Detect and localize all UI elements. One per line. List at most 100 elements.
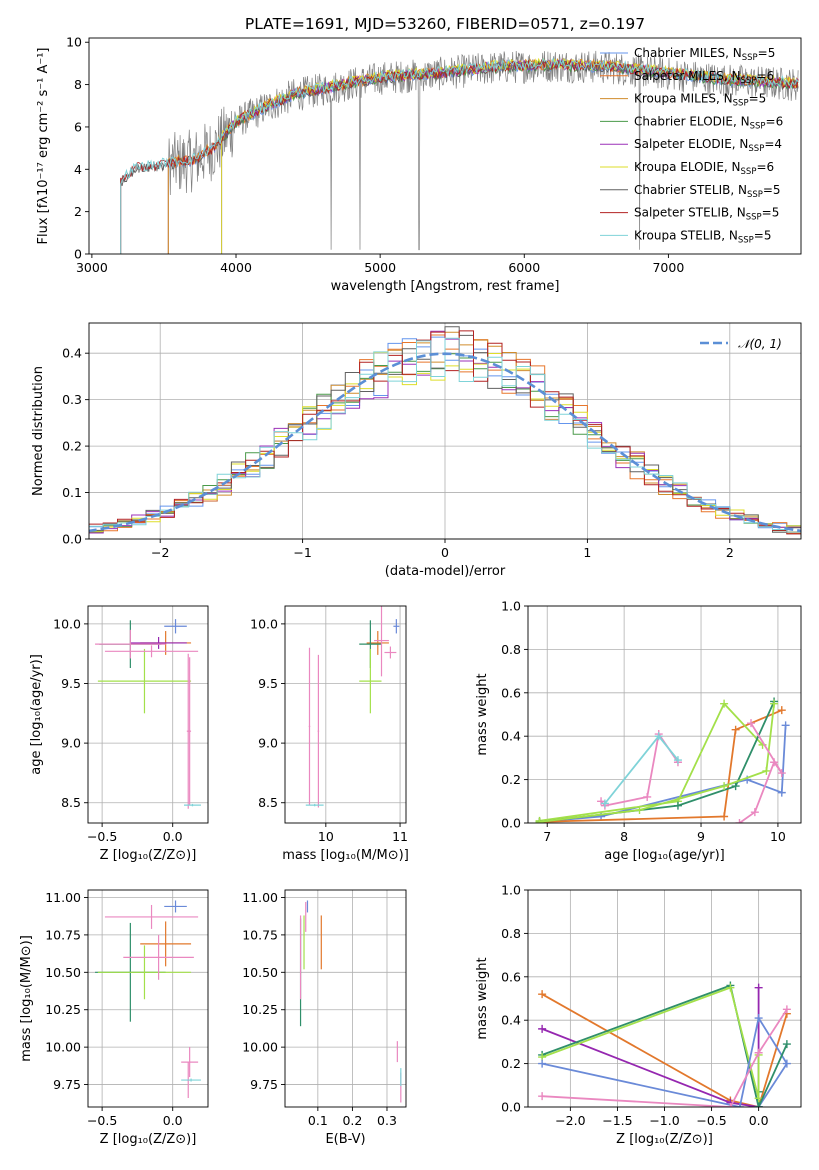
errorbar-point: [95, 629, 166, 659]
y-axis-label: Flux [fλ10⁻¹⁷ erg cm⁻² s⁻¹ A⁻¹]: [36, 48, 51, 245]
age_vs_Z-axes: −0.5 0.0 8.5 9.0 9.5 10.0 Z [log₁₀(Z/Z⊙)] age […: [29, 605, 209, 863]
age_vs_Z-plot-area: [95, 619, 201, 809]
errorbar-point: [374, 606, 389, 677]
y-tick-label: 9.75: [53, 1077, 81, 1092]
mass-weight-marker: [754, 1094, 763, 1103]
errorbar-point: [181, 1047, 199, 1078]
y-tick-label: 10.25: [45, 1002, 81, 1017]
mass_weight_vs_age-frame: [527, 605, 802, 824]
mass-weight-marker: [731, 725, 740, 734]
mass-weight-marker: [720, 699, 729, 708]
errorbar-point: [164, 900, 187, 913]
errorbar-point: [123, 934, 194, 980]
x-axis-label: wavelength [Angstrom, rest frame]: [331, 279, 560, 294]
spectrum-legend: Chabrier MILES, NSSP=5 Salpeter MILES, NS…: [600, 46, 783, 245]
mass-weight-series: [535, 699, 767, 823]
x-tick-label: −0.5: [87, 829, 117, 844]
mass-weight-series: [535, 721, 790, 823]
x-tick-label: 5000: [364, 260, 396, 275]
mass-weight-marker: [777, 788, 786, 797]
errorbar-point: [97, 945, 192, 1000]
mass-weight-series: [535, 697, 779, 823]
mass-weight-marker: [538, 990, 547, 999]
legend-label: Kroupa ELODIE, NSSP=6: [634, 160, 774, 177]
x-tick-label: 0.0: [163, 829, 183, 844]
mass-weight-series: [735, 719, 786, 823]
mass-weight-series: [538, 1005, 791, 1107]
residuals-plot-area: [89, 326, 801, 537]
y-tick-label: 0.0: [501, 1100, 521, 1115]
mass_weight_vs_age-plot-area: [535, 697, 790, 823]
x-tick-label: 10: [318, 829, 334, 844]
y-tick-label: 10.0: [250, 616, 278, 631]
model-spectrum-line: [120, 58, 799, 254]
errorbar-point: [140, 921, 192, 967]
mass-weight-marker: [781, 721, 790, 730]
y-tick-label: 4: [74, 162, 82, 177]
y-tick-label: 0.2: [501, 772, 521, 787]
x-axis-label: age [log₁₀(age/yr)]: [604, 848, 725, 863]
model-spectrum-line: [120, 60, 799, 254]
y-tick-label: 0.0: [62, 532, 82, 547]
mass_weight_vs_age-axes: 7 8 9 10 0.0 0.2 0.4 0.6 0.8 1.0 age [log₁₀(age/yr…: [475, 599, 802, 863]
mass-weight-marker: [782, 1005, 791, 1014]
y-tick-label: 1.0: [501, 883, 521, 898]
errorbar-point: [308, 647, 311, 806]
figure-title: PLATE=1691, MJD=53260, FIBERID=0571, z=0…: [245, 15, 645, 33]
y-tick-label: 0.1: [62, 485, 82, 500]
x-tick-label: 7: [543, 829, 551, 844]
mass_vs_Z-frame: [87, 889, 209, 1108]
errorbar-point: [184, 803, 201, 807]
y-tick-label: 11.00: [45, 890, 81, 905]
y-tick-label: 10.00: [242, 1040, 278, 1055]
spectrum-axes: 3000 4000 5000 6000 7000 0 2 4 6 8 10 wavelength [A…: [36, 35, 802, 294]
mass_vs_EBV-frame: [284, 889, 407, 1108]
errorbar-point: [305, 803, 324, 807]
mass-weight-marker: [600, 799, 609, 808]
x-tick-label: 6000: [508, 260, 540, 275]
y-tick-label: 0.8: [501, 642, 521, 657]
mass-weight-marker: [770, 699, 779, 708]
y-tick-label: 0.2: [501, 1056, 521, 1071]
x-axis-label: Z [log₁₀(Z/Z⊙)]: [100, 848, 197, 863]
mass_vs_EBV-plot-area: [299, 900, 402, 1103]
model-spectrum-line: [167, 60, 799, 254]
y-tick-label: 10.75: [242, 927, 278, 942]
model-spectrum-line: [221, 57, 799, 254]
mass_vs_Z-plot-area: [95, 900, 201, 1099]
legend-label: Kroupa STELIB, NSSP=5: [634, 228, 772, 245]
y-axis-label: mass weight: [475, 957, 490, 1039]
x-tick-label: 0: [441, 545, 449, 560]
errorbar-point: [164, 619, 187, 634]
x-tick-label: 0.0: [163, 1113, 183, 1128]
x-tick-label: 0.2: [342, 1113, 362, 1128]
y-tick-label: 0.4: [501, 729, 521, 744]
mass-weight-marker: [726, 983, 735, 992]
errorbar-point: [130, 637, 187, 649]
x-tick-label: 10: [770, 829, 786, 844]
mass-weight-marker: [754, 1048, 763, 1057]
age_vs_Z-frame: [87, 605, 209, 824]
spectrum-plot-area: [120, 50, 799, 254]
y-tick-label: 0.3: [62, 392, 82, 407]
errorbar-point: [317, 654, 320, 808]
y-axis-label: mass weight: [475, 673, 490, 755]
mass-weight-marker: [654, 732, 663, 741]
mass-weight-marker: [782, 1040, 791, 1049]
mass-weight-marker: [720, 812, 729, 821]
age_vs_mass-axes: 10 11 8.5 9.0 9.5 10.0 mass [log₁₀(M/M⊙)]: [250, 605, 409, 863]
mass-weight-marker: [762, 766, 771, 775]
mass-weight-series: [535, 699, 779, 823]
mass-weight-series: [600, 732, 682, 808]
y-tick-label: 9.0: [61, 736, 81, 751]
y-tick-label: 10.00: [45, 1040, 81, 1055]
gaussian-reference-curve: [89, 352, 801, 533]
x-axis-label: E(B-V): [325, 1132, 365, 1147]
mass-weight-series: [754, 1040, 791, 1107]
mass-weight-series: [538, 983, 763, 1103]
y-tick-label: 0: [74, 247, 82, 262]
model-spectrum-line: [120, 56, 799, 254]
y-tick-label: 10.50: [45, 965, 81, 980]
x-tick-label: 3000: [76, 260, 108, 275]
